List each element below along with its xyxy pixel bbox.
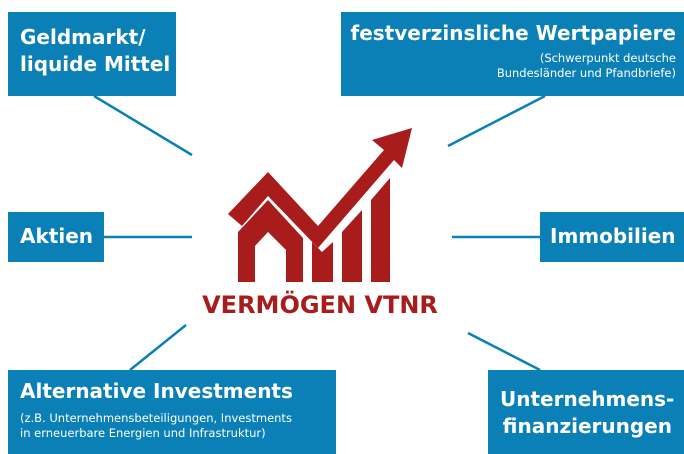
connector: [447, 94, 546, 148]
node-sub: Bundesländer und Pfandbriefe): [496, 66, 676, 80]
connector: [93, 94, 193, 157]
node-title: Unternehmens-: [500, 387, 675, 411]
node-box: Alternative Investments (z.B. Unternehme…: [8, 370, 336, 454]
connector: [129, 324, 187, 371]
node-title: festverzinsliche Wertpapiere: [350, 21, 676, 45]
growth-icon: [228, 128, 412, 282]
node-title: Immobilien: [550, 224, 676, 248]
node-sub: in erneuerbare Energien und Infrastruktu…: [20, 426, 266, 440]
node-box: Geldmarkt/ liquide Mittel: [8, 12, 176, 96]
node-sub: (Schwerpunkt deutsche: [539, 51, 676, 65]
node-title: liquide Mittel: [20, 52, 171, 76]
node-sub: (z.B. Unternehmensbeteiligungen, Investm…: [20, 411, 292, 425]
node-box: festverzinsliche Wertpapiere (Schwerpunk…: [341, 12, 684, 96]
node-title: Alternative Investments: [20, 379, 293, 403]
node-title: Aktien: [20, 224, 93, 248]
node-title: Geldmarkt/: [20, 25, 146, 49]
node-title: finanzierungen: [502, 414, 672, 438]
connector: [467, 331, 541, 372]
center-label: VERMÖGEN VTNR: [202, 289, 438, 319]
node-box: Unternehmens- finanzierungen: [488, 370, 684, 454]
node-box: Aktien: [8, 212, 104, 262]
node-box: Immobilien: [540, 212, 684, 262]
